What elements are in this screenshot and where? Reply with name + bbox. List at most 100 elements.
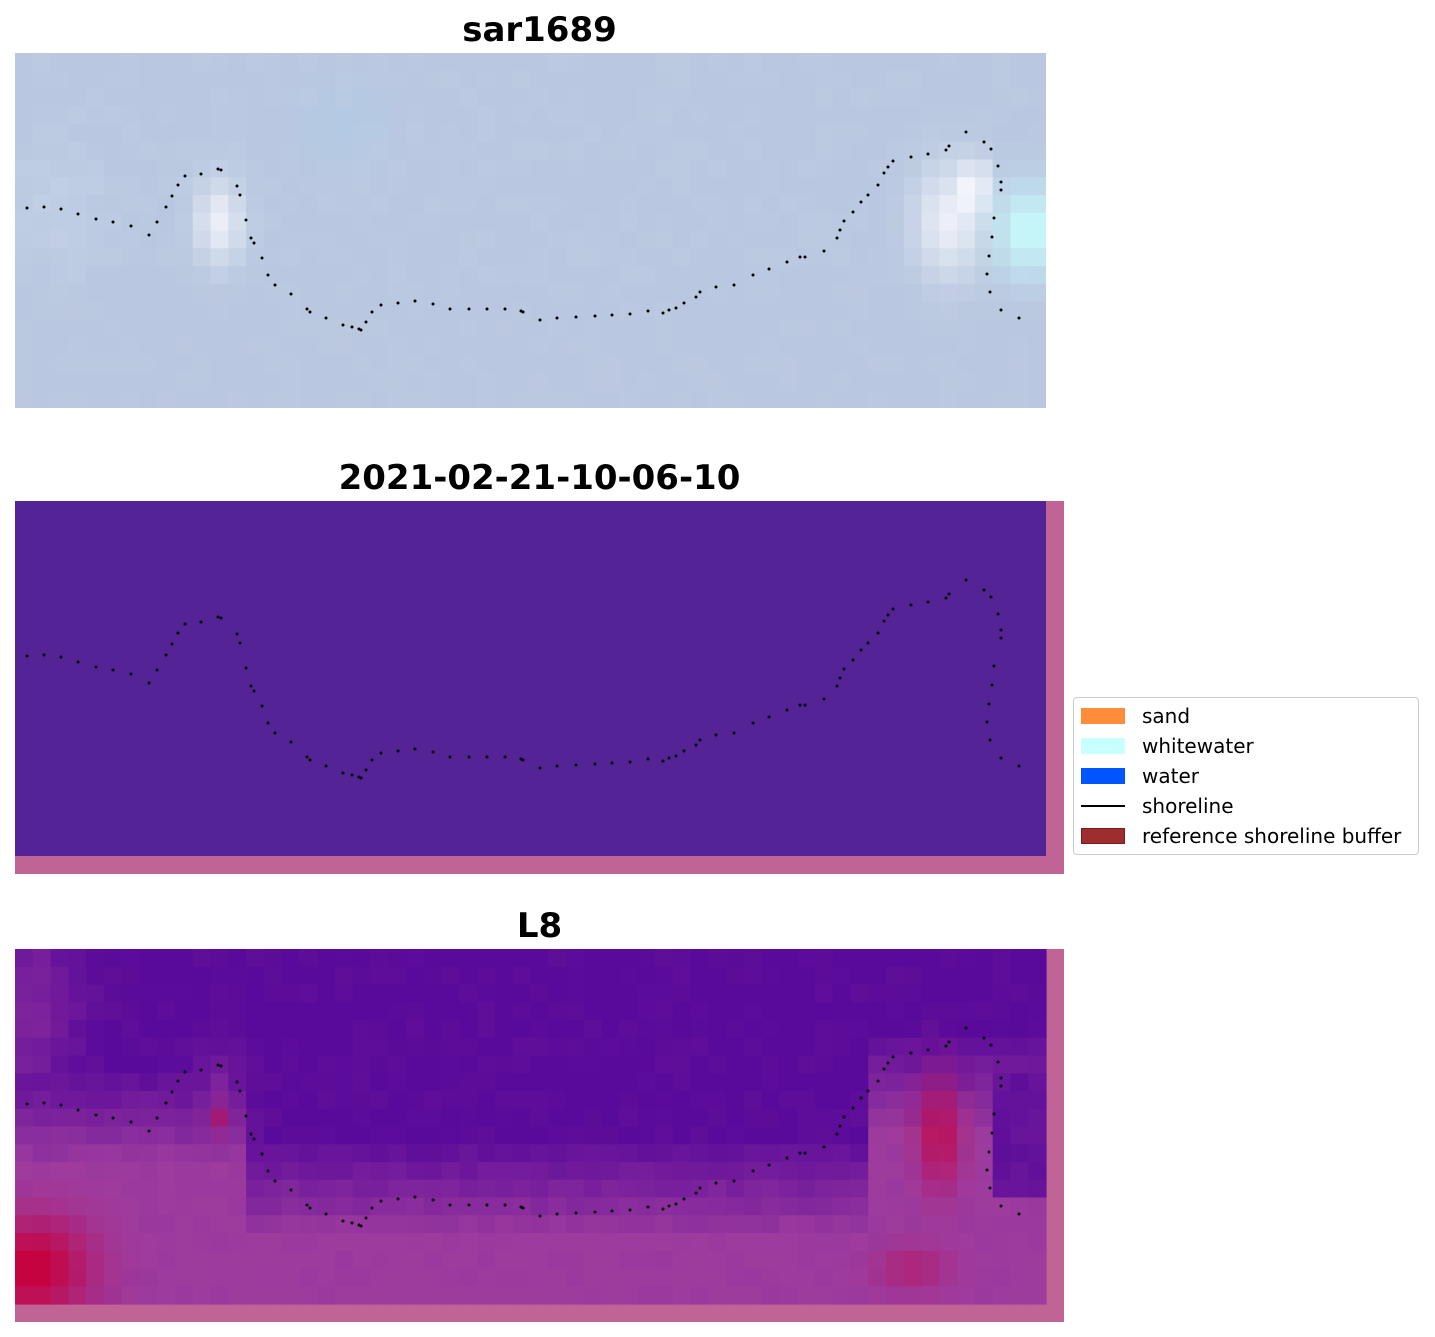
sar-pixel [263,266,283,285]
sar-pixel [494,319,514,338]
l8-pixel [139,1144,158,1163]
sar-pixel [281,354,301,374]
sar-pixel [690,88,709,107]
l8-pixel [192,949,212,968]
l8-pixel [50,1037,69,1057]
l8-pixel [1010,1020,1029,1039]
sar-pixel [868,195,887,214]
sar-pixel [299,337,318,356]
sar-pixel [157,159,176,178]
sar-pixel [121,354,141,374]
sar-pixel [797,354,816,374]
sar-pixel [743,195,763,214]
l8-pixel [352,1108,372,1128]
sar-pixel [139,88,158,107]
shoreline-point [989,147,993,151]
l8-pixel [992,1144,1012,1163]
sar-pixel [637,195,656,214]
l8-pixel [654,1268,674,1287]
l8-pixel [157,1055,176,1074]
sar-pixel [868,337,887,356]
l8-pixel [494,1002,514,1021]
l8-pixel [601,1020,620,1039]
l8-pixel [690,1162,709,1181]
l8-pixel [68,1233,87,1252]
l8-pixel [637,1020,656,1039]
l8-pixel [566,1126,585,1145]
sar-pixel [566,195,585,214]
shoreline-point [111,668,115,672]
sar-pixel [370,159,389,178]
sar-pixel [192,88,212,107]
sar-pixel [530,195,549,214]
sar-pixel [797,301,816,320]
sar-pixel [1010,212,1029,232]
l8-pixel [619,1091,638,1110]
l8-pixel [832,1215,852,1234]
l8-pixel [441,1073,460,1092]
sar-pixel [583,124,603,143]
l8-pixel [103,1002,123,1021]
sar-pixel [174,301,194,320]
sar-pixel [708,70,727,90]
l8-pixel [637,1091,656,1110]
sar-pixel [157,106,176,125]
l8-pixel [370,966,389,986]
sar-pixel [530,266,549,285]
l8-pixel [619,1020,638,1039]
sar-pixel [477,230,496,249]
l8-pixel [726,1215,745,1234]
sar-pixel [797,266,816,285]
l8-pixel [263,1268,283,1287]
l8-pixel [850,984,869,1003]
sar-pixel [210,195,229,214]
l8-pixel [992,1233,1012,1252]
sar-pixel [743,390,763,408]
l8-pixel [86,966,105,986]
l8-pixel [494,1073,514,1092]
l8-pixel [388,1108,407,1128]
sar-pixel [352,70,372,90]
sar-pixel [797,372,816,391]
sar-pixel [103,70,123,90]
l8-pixel [477,1073,496,1092]
sar-pixel [334,106,354,125]
shoreline-point [985,1168,989,1172]
l8-pixel [761,949,780,968]
sar-pixel [886,159,905,178]
sar-pixel [939,70,958,90]
sar-pixel [228,372,247,391]
sar-pixel [708,283,727,303]
l8-pixel [388,1179,407,1199]
l8-pixel [601,1126,620,1145]
l8-pixel [334,1073,354,1092]
l8-pixel [494,1268,514,1287]
sar-pixel [441,319,460,338]
l8-pixel [1028,1233,1047,1252]
l8-pixel [654,1126,674,1145]
l8-pixel [228,1126,247,1145]
l8-pixel [32,984,52,1003]
sar-pixel [370,372,389,391]
sar-pixel [15,248,34,267]
sar-pixel [583,141,603,161]
shoreline-point [682,749,686,753]
l8-pixel [139,1037,158,1057]
l8-pixel [494,966,514,986]
l8-pixel [174,1286,194,1305]
sar-pixel [903,248,923,267]
l8-pixel [921,1108,940,1128]
shoreline-point [996,1060,1000,1064]
sar-pixel [121,159,141,178]
l8-pixel [32,1091,52,1110]
l8-pixel [423,966,443,986]
sar-pixel [690,390,709,408]
sar-pixel [281,159,301,178]
l8-pixel [708,1037,727,1057]
sar-pixel [299,141,318,161]
l8-pixel [477,984,496,1003]
shoreline-point [947,144,951,148]
l8-pixel [423,1091,443,1110]
sar-pixel [601,230,620,249]
sar-pixel [334,354,354,374]
